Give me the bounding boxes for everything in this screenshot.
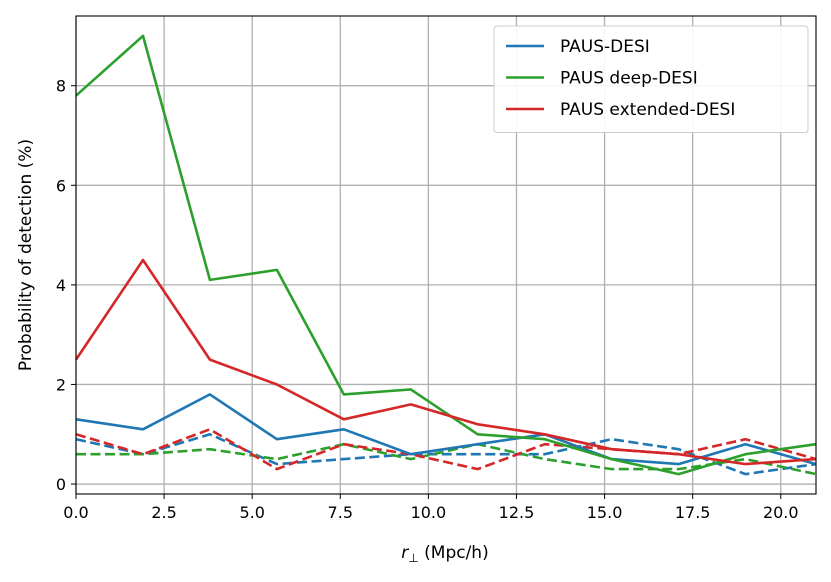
y-tick-label: 6 <box>56 176 66 195</box>
x-axis-label-units: (Mpc/h) <box>419 543 489 563</box>
x-tick-label: 2.5 <box>151 503 176 522</box>
series-line-0-solid <box>75 393 817 466</box>
y-tick-label: 0 <box>56 475 66 494</box>
series-layer <box>74 34 817 476</box>
series-line-4-dashed <box>76 442 817 476</box>
x-axis-ticks: 0.0 2.5 5.0 7.5 10.0 12.5 15.0 17.5 20.0 <box>63 494 799 522</box>
legend-label: PAUS extended-DESI <box>560 100 735 120</box>
y-axis-ticks: 0 2 4 6 8 <box>56 77 76 494</box>
x-tick-label: 12.5 <box>499 503 535 522</box>
x-tick-label: 10.0 <box>411 503 447 522</box>
legend-label: PAUS-DESI <box>560 37 650 57</box>
plot-frame <box>75 15 817 495</box>
x-tick-label: 17.5 <box>675 503 711 522</box>
series-line-3-dashed <box>75 432 817 476</box>
y-tick-label: 8 <box>56 77 66 96</box>
series-line-2-solid <box>74 258 817 466</box>
y-tick-label: 4 <box>56 276 66 295</box>
x-axis-label: r⊥ (Mpc/h) <box>401 543 488 565</box>
x-tick-label: 20.0 <box>763 503 799 522</box>
series-line-1-solid <box>75 34 817 476</box>
legend-box <box>493 25 809 133</box>
x-tick-label: 0.0 <box>63 503 88 522</box>
legend: PAUS-DESI PAUS deep-DESI PAUS extended-DES… <box>493 25 809 133</box>
x-tick-label: 15.0 <box>587 503 623 522</box>
x-axis-label-symbol: r <box>401 543 409 563</box>
x-axis-label-subscript: ⊥ <box>408 551 418 565</box>
y-tick-label: 2 <box>56 375 66 394</box>
series-line-5-dashed <box>75 427 817 471</box>
y-axis-label: Probability of detection (%) <box>16 139 36 371</box>
legend-label: PAUS deep-DESI <box>560 69 698 89</box>
x-tick-label: 5.0 <box>239 503 264 522</box>
x-tick-label: 7.5 <box>328 503 353 522</box>
